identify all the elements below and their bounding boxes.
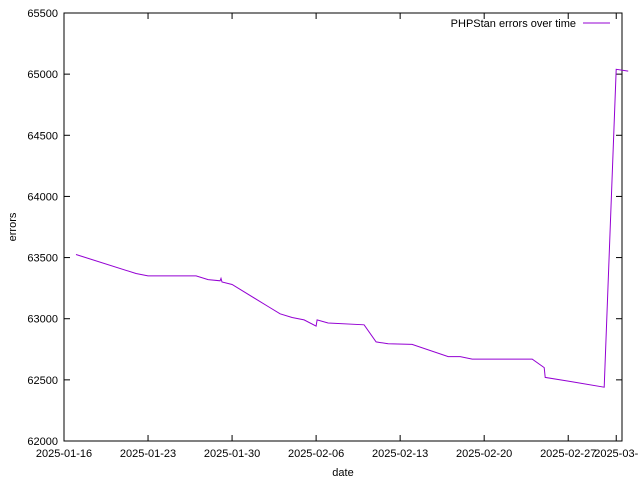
data-point: [532, 359, 533, 360]
y-tick-label: 63000: [27, 314, 58, 326]
series-layer: [75, 68, 629, 388]
data-point: [412, 344, 413, 345]
data-point: [232, 284, 233, 285]
data-point: [196, 275, 197, 276]
data-point: [388, 343, 389, 344]
data-point: [544, 367, 545, 368]
data-point: [604, 387, 605, 388]
data-point: [268, 306, 269, 307]
legend: PHPStan errors over time: [451, 18, 610, 30]
data-point: [460, 356, 461, 357]
data-point: [76, 254, 77, 255]
data-point: [328, 323, 329, 324]
x-tick-label: 2025-02-06: [288, 448, 344, 460]
x-tick-label: 2025-02-20: [456, 448, 512, 460]
data-point: [545, 377, 546, 378]
data-point: [208, 279, 209, 280]
data-point: [148, 275, 149, 276]
x-tick-label: 2025-03-: [594, 448, 638, 460]
x-axis: 2025-01-16 2025-01-23 2025-01-30 2025-02-06…: [36, 13, 639, 460]
data-point: [222, 282, 223, 283]
series-line: [75, 68, 629, 388]
x-tick-label: 2025-02-27: [540, 448, 596, 460]
legend-label: PHPStan errors over time: [451, 18, 576, 30]
y-tick-label: 64000: [27, 191, 58, 203]
y-axis: 62000 62500 63000 63500 64000 64500 65000 65500: [27, 8, 622, 448]
y-tick-label: 64500: [27, 130, 58, 142]
data-point: [292, 317, 293, 318]
x-axis-title: date: [332, 467, 353, 479]
data-point: [317, 319, 318, 320]
data-point: [304, 319, 305, 320]
data-point: [280, 313, 281, 314]
data-point: [628, 71, 629, 72]
data-point: [376, 341, 377, 342]
data-point: [364, 324, 365, 325]
data-point: [472, 359, 473, 360]
x-tick-label: 2025-01-30: [204, 448, 260, 460]
y-tick-label: 62500: [27, 375, 58, 387]
data-point: [316, 326, 317, 327]
plot-frame: [63, 12, 623, 442]
y-axis-title: errors: [7, 212, 19, 241]
y-tick-label: 65000: [27, 69, 58, 81]
x-tick-label: 2025-01-23: [120, 448, 176, 460]
data-point: [448, 356, 449, 357]
data-point: [568, 381, 569, 382]
data-point: [221, 278, 222, 279]
x-tick-label: 2025-01-16: [36, 448, 92, 460]
data-point: [220, 280, 221, 281]
y-tick-label: 65500: [27, 8, 58, 20]
data-point: [136, 273, 137, 274]
y-tick-label: 62000: [27, 436, 58, 448]
data-point: [616, 69, 617, 70]
y-tick-label: 63500: [27, 253, 58, 265]
x-tick-label: 2025-02-13: [372, 448, 428, 460]
